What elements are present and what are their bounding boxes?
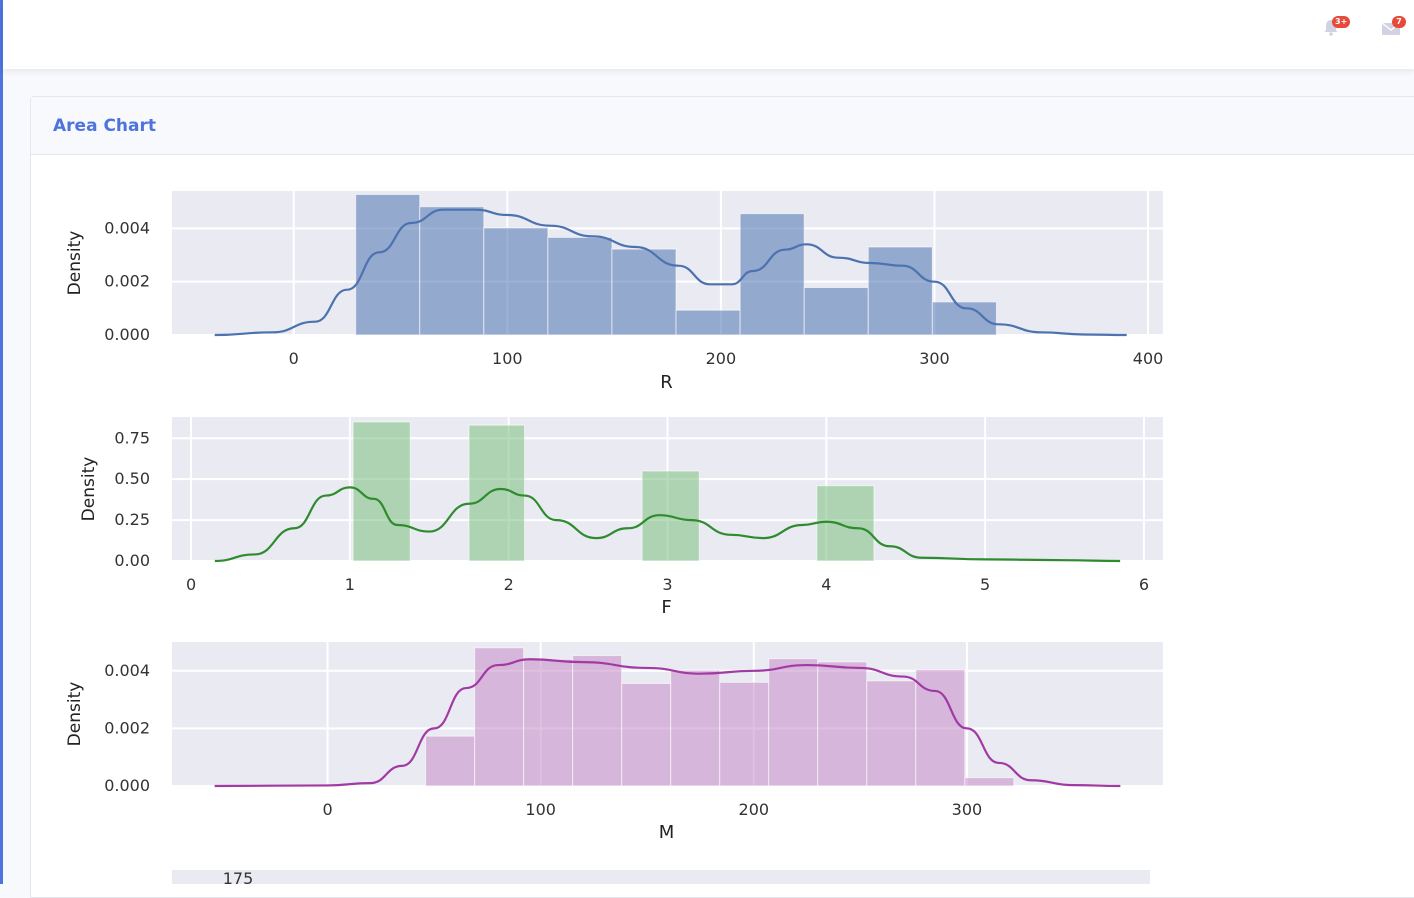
- x-tick-label: 6: [1139, 575, 1149, 594]
- histogram-bar: [523, 658, 574, 787]
- histogram-bar: [739, 213, 805, 336]
- chart-r: 0 100 200 300 400 0.000 0.002 0.004 R Density: [65, 191, 1163, 393]
- x-tick-label: 0: [322, 800, 332, 819]
- y-tick-label: 0.004: [104, 218, 150, 237]
- y-tick-label: 0.004: [104, 661, 150, 680]
- x-tick-label: 200: [739, 800, 770, 819]
- card-title: Area Chart: [53, 115, 157, 136]
- x-tick-label: 5: [980, 575, 990, 594]
- kde-line: [214, 486, 1121, 563]
- histogram-bar: [621, 682, 672, 787]
- x-axis-label: F: [661, 597, 671, 618]
- histogram-bar: [670, 669, 721, 787]
- histogram-bar: [675, 309, 741, 336]
- messages-button[interactable]: 7: [1381, 16, 1406, 38]
- y-tick-label: 0.000: [104, 325, 150, 344]
- x-axis-label: R: [660, 372, 673, 393]
- chart-f: 0 1 2 3 4 5 6 0.00 0.25 0.50 0.75 F Density: [79, 417, 1163, 618]
- partial-chart: 175: [172, 869, 1150, 884]
- histogram-bar: [483, 227, 549, 336]
- x-tick-label: 300: [952, 800, 983, 819]
- histogram-bar: [866, 680, 917, 787]
- x-tick-label: 2: [504, 575, 514, 594]
- x-tick-label: 4: [821, 575, 831, 594]
- kde-line: [214, 208, 1127, 337]
- x-tick-label: 0: [186, 575, 196, 594]
- messages-badge: 7: [1392, 16, 1406, 28]
- histogram-bar: [817, 661, 868, 787]
- histogram-bar: [572, 655, 623, 787]
- x-tick-label: 100: [492, 349, 523, 368]
- histogram-bar: [719, 681, 770, 787]
- partial-plot-area: [172, 870, 1150, 884]
- sidebar-edge: [0, 0, 3, 884]
- partial-y-tick-label: 175: [223, 869, 254, 884]
- y-tick-label: 0.75: [114, 428, 150, 447]
- y-tick-label: 0.002: [104, 718, 150, 737]
- notifications-badge: 3+: [1332, 16, 1351, 28]
- x-axis-label: M: [659, 822, 675, 843]
- y-axis-label: Density: [79, 457, 99, 522]
- y-tick-label: 0.000: [104, 776, 150, 795]
- x-tick-label: 400: [1133, 349, 1164, 368]
- y-tick-label: 0.50: [114, 469, 150, 488]
- histogram-bar: [419, 206, 485, 336]
- histogram-bar: [425, 735, 476, 787]
- x-tick-label: 3: [662, 575, 672, 594]
- x-tick-label: 300: [919, 349, 950, 368]
- chart-m: 0 100 200 300 0.000 0.002 0.004 M Density: [65, 642, 1163, 843]
- top-navbar: 3+ 7: [3, 0, 1414, 69]
- x-tick-label: 0: [289, 349, 299, 368]
- histogram-bar: [964, 777, 1015, 787]
- histogram-bar: [816, 485, 875, 562]
- notifications-button[interactable]: 3+: [1321, 16, 1351, 38]
- y-tick-label: 0.25: [114, 510, 150, 529]
- histogram-bar: [803, 287, 869, 336]
- y-axis-label: Density: [65, 231, 85, 296]
- x-tick-label: 200: [706, 349, 737, 368]
- histogram-bar: [931, 301, 997, 336]
- histogram-bar: [547, 236, 613, 336]
- x-tick-label: 1: [345, 575, 355, 594]
- histogram-bar: [867, 246, 933, 336]
- histogram-bar: [768, 658, 819, 787]
- y-tick-label: 0.002: [104, 272, 150, 291]
- histogram-bar: [474, 647, 525, 787]
- histogram-bar: [352, 421, 411, 562]
- kde-line: [214, 658, 1121, 788]
- card-header: Area Chart: [31, 97, 1414, 155]
- y-tick-label: 0.00: [114, 551, 150, 570]
- y-axis-label: Density: [65, 682, 85, 747]
- x-tick-label: 100: [525, 800, 556, 819]
